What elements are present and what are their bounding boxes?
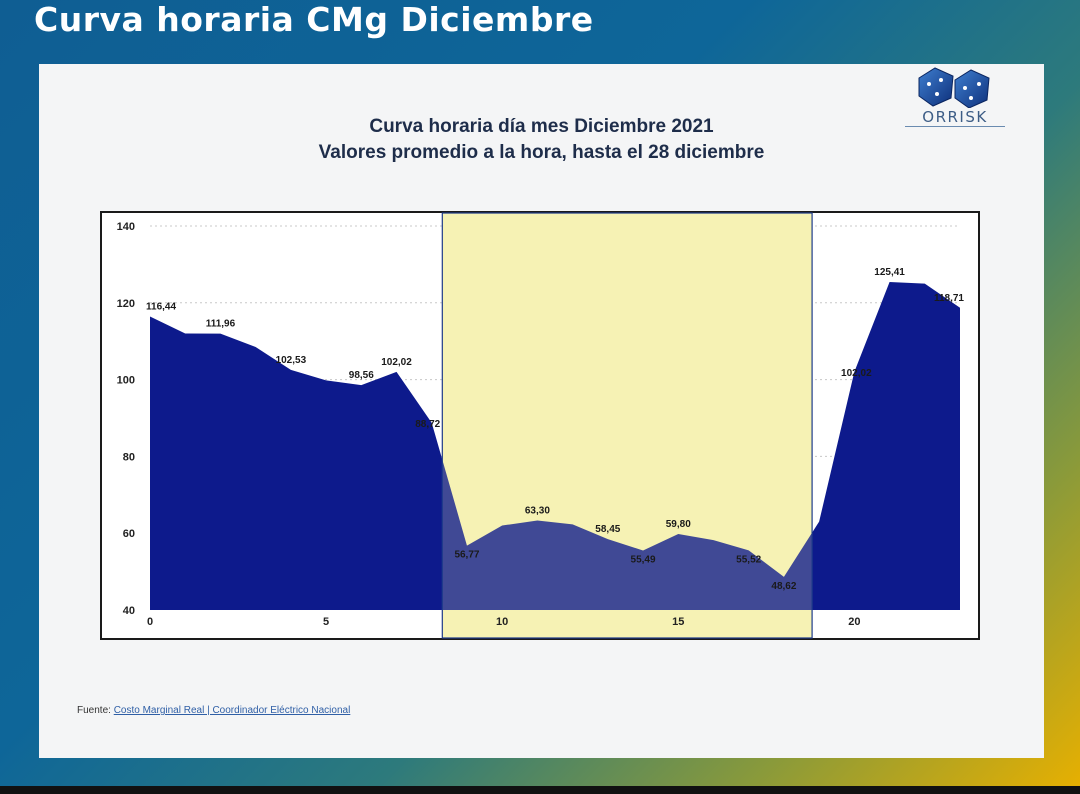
data-label: 102,02 (381, 357, 412, 368)
y-tick-label: 140 (117, 221, 135, 233)
data-label: 116,44 (146, 301, 176, 312)
x-tick-label: 10 (496, 616, 508, 628)
chart-title: Curva horaria día mes Diciembre 2021 (369, 116, 714, 137)
data-label: 98,56 (349, 370, 374, 381)
x-tick-label: 20 (848, 616, 860, 628)
orrisk-logo: ORRISK (905, 64, 1005, 130)
area-series (150, 282, 960, 610)
data-label: 125,41 (874, 267, 905, 278)
data-label: 111,96 (206, 319, 236, 330)
x-tick-label: 5 (323, 616, 329, 628)
data-label: 48,62 (771, 581, 796, 592)
highlight-overlay (441, 212, 813, 639)
x-tick-label: 15 (672, 616, 684, 628)
data-label: 118,71 (934, 293, 964, 304)
logo-text: ORRISK (905, 108, 1005, 127)
cmg-area-chart: 40 60 80 100 120 140 0 5 10 15 20 116,44 111,96 102… (100, 211, 980, 640)
data-label: 102,02 (841, 368, 872, 379)
data-label: 55,52 (736, 554, 761, 565)
data-label: 55,49 (631, 555, 656, 566)
y-tick-label: 40 (123, 605, 135, 617)
data-label: 59,80 (666, 519, 691, 530)
data-label: 102,53 (276, 355, 307, 366)
data-label: 63,30 (525, 506, 550, 517)
slide-title: Curva horaria CMg Diciembre (34, 0, 594, 39)
data-label: 56,77 (454, 550, 479, 561)
x-tick-label: 0 (147, 616, 153, 628)
y-tick-label: 100 (117, 375, 135, 387)
data-label: 88,72 (415, 419, 440, 430)
source-note: Fuente: Costo Marginal Real | Coordinado… (77, 705, 350, 716)
data-label: 58,45 (595, 524, 620, 535)
y-tick-label: 60 (123, 528, 135, 540)
chart-panel: ORRISK Curva horaria día mes Diciembre 2… (39, 64, 1044, 758)
chart-subtitle: Valores promedio a la hora, hasta el 28 … (318, 142, 765, 163)
dice-logo-icon (918, 67, 990, 109)
source-prefix: Fuente: (77, 705, 114, 716)
y-tick-label: 120 (117, 298, 135, 310)
bottom-bar (0, 786, 1080, 794)
source-link[interactable]: Costo Marginal Real | Coordinador Eléctr… (113, 705, 351, 716)
y-tick-label: 80 (123, 451, 135, 463)
